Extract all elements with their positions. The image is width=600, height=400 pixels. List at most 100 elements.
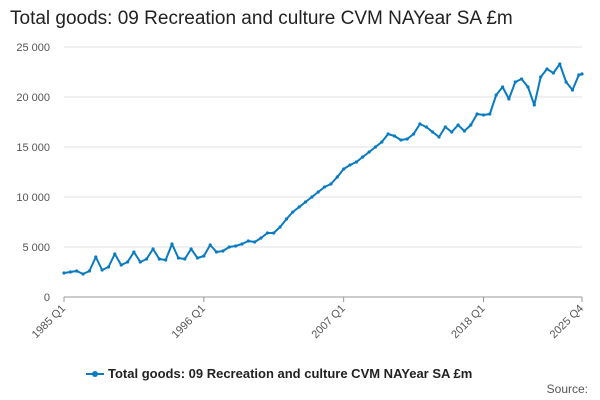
data-point[interactable]: [373, 145, 377, 149]
data-point[interactable]: [126, 260, 130, 264]
data-point[interactable]: [405, 137, 409, 141]
chart-title: Total goods: 09 Recreation and culture C…: [10, 8, 513, 29]
data-point[interactable]: [418, 122, 422, 126]
data-point[interactable]: [475, 112, 479, 116]
data-point[interactable]: [558, 62, 562, 66]
data-point[interactable]: [291, 210, 295, 214]
data-point[interactable]: [278, 225, 282, 229]
data-point[interactable]: [545, 67, 549, 71]
data-point[interactable]: [577, 73, 581, 77]
data-point[interactable]: [481, 113, 486, 117]
data-point[interactable]: [132, 250, 136, 254]
data-point[interactable]: [520, 77, 524, 81]
data-point[interactable]: [513, 80, 517, 84]
y-tick-label: 25 000: [16, 42, 50, 54]
data-point[interactable]: [234, 244, 238, 248]
data-point[interactable]: [208, 243, 212, 247]
series-line: [63, 63, 583, 275]
data-point[interactable]: [259, 236, 263, 240]
data-point[interactable]: [507, 97, 511, 101]
data-point[interactable]: [62, 271, 66, 275]
data-point[interactable]: [456, 123, 460, 127]
data-point[interactable]: [75, 269, 79, 273]
data-point[interactable]: [392, 134, 397, 138]
data-point[interactable]: [119, 263, 123, 267]
data-point[interactable]: [361, 155, 365, 159]
data-point[interactable]: [532, 103, 536, 107]
data-point[interactable]: [367, 150, 371, 154]
data-point[interactable]: [240, 242, 244, 246]
data-point[interactable]: [253, 240, 257, 244]
data-point[interactable]: [469, 123, 473, 127]
data-point[interactable]: [189, 247, 193, 251]
x-tick-label: 1985 Q1: [30, 303, 68, 341]
data-point[interactable]: [335, 175, 339, 179]
legend-label: Total goods: 09 Recreation and culture C…: [108, 366, 473, 381]
data-point[interactable]: [399, 138, 403, 142]
legend[interactable]: Total goods: 09 Recreation and culture C…: [86, 366, 472, 381]
data-point[interactable]: [462, 129, 466, 133]
data-point[interactable]: [183, 257, 187, 261]
data-point[interactable]: [284, 217, 289, 221]
data-point[interactable]: [348, 163, 352, 167]
data-point[interactable]: [494, 93, 498, 97]
data-point[interactable]: [176, 256, 180, 260]
data-point[interactable]: [551, 71, 556, 75]
data-point[interactable]: [138, 260, 142, 264]
data-point[interactable]: [310, 195, 314, 199]
data-point[interactable]: [412, 132, 416, 136]
data-point[interactable]: [221, 249, 225, 253]
x-tick-label: 2018 Q1: [449, 303, 487, 341]
data-point[interactable]: [380, 140, 384, 144]
data-point[interactable]: [170, 242, 174, 246]
data-point[interactable]: [431, 130, 435, 134]
data-point[interactable]: [164, 258, 168, 262]
x-tick-label: 2025 Q4: [548, 303, 586, 341]
data-point[interactable]: [246, 239, 250, 243]
grid-lines: [64, 46, 582, 298]
data-point[interactable]: [297, 205, 301, 209]
y-tick-label: 0: [44, 292, 50, 304]
data-point[interactable]: [424, 125, 428, 129]
data-point[interactable]: [151, 247, 155, 251]
data-point[interactable]: [450, 130, 454, 134]
data-point[interactable]: [316, 190, 320, 194]
data-point[interactable]: [539, 75, 543, 79]
data-point[interactable]: [443, 125, 447, 129]
y-tick-label: 15 000: [16, 142, 50, 154]
data-point[interactable]: [570, 88, 575, 92]
data-point[interactable]: [145, 257, 149, 261]
data-point[interactable]: [100, 268, 104, 272]
data-point[interactable]: [157, 257, 161, 261]
data-point[interactable]: [214, 250, 219, 254]
data-point[interactable]: [354, 160, 358, 164]
data-point[interactable]: [501, 85, 505, 89]
data-point[interactable]: [81, 272, 85, 276]
data-point[interactable]: [272, 231, 276, 235]
data-point[interactable]: [564, 80, 568, 84]
data-point[interactable]: [265, 231, 269, 235]
data-point[interactable]: [580, 72, 584, 76]
data-point[interactable]: [87, 269, 91, 273]
data-point[interactable]: [526, 85, 530, 89]
data-point[interactable]: [329, 182, 333, 186]
data-point[interactable]: [113, 252, 117, 256]
data-point[interactable]: [202, 254, 206, 258]
data-point[interactable]: [106, 265, 111, 269]
data-point[interactable]: [488, 112, 492, 116]
y-axis: 0 5 000 10 000 15 000 20 000 25 000: [16, 42, 50, 304]
data-point[interactable]: [323, 185, 327, 189]
data-point[interactable]: [94, 255, 98, 259]
source-label: Source:: [546, 382, 588, 396]
data-point[interactable]: [303, 200, 308, 204]
data-point[interactable]: [342, 167, 346, 171]
data-point[interactable]: [227, 245, 231, 249]
x-tick-label: 2007 Q1: [309, 303, 347, 341]
data-point[interactable]: [68, 270, 72, 274]
data-point[interactable]: [437, 135, 441, 139]
data-point[interactable]: [386, 132, 390, 136]
x-axis: 1985 Q1 1996 Q1 2007 Q1 2018 Q1 2025 Q4: [30, 297, 586, 341]
x-tick-label: 1996 Q1: [170, 303, 208, 341]
data-point[interactable]: [195, 256, 200, 260]
